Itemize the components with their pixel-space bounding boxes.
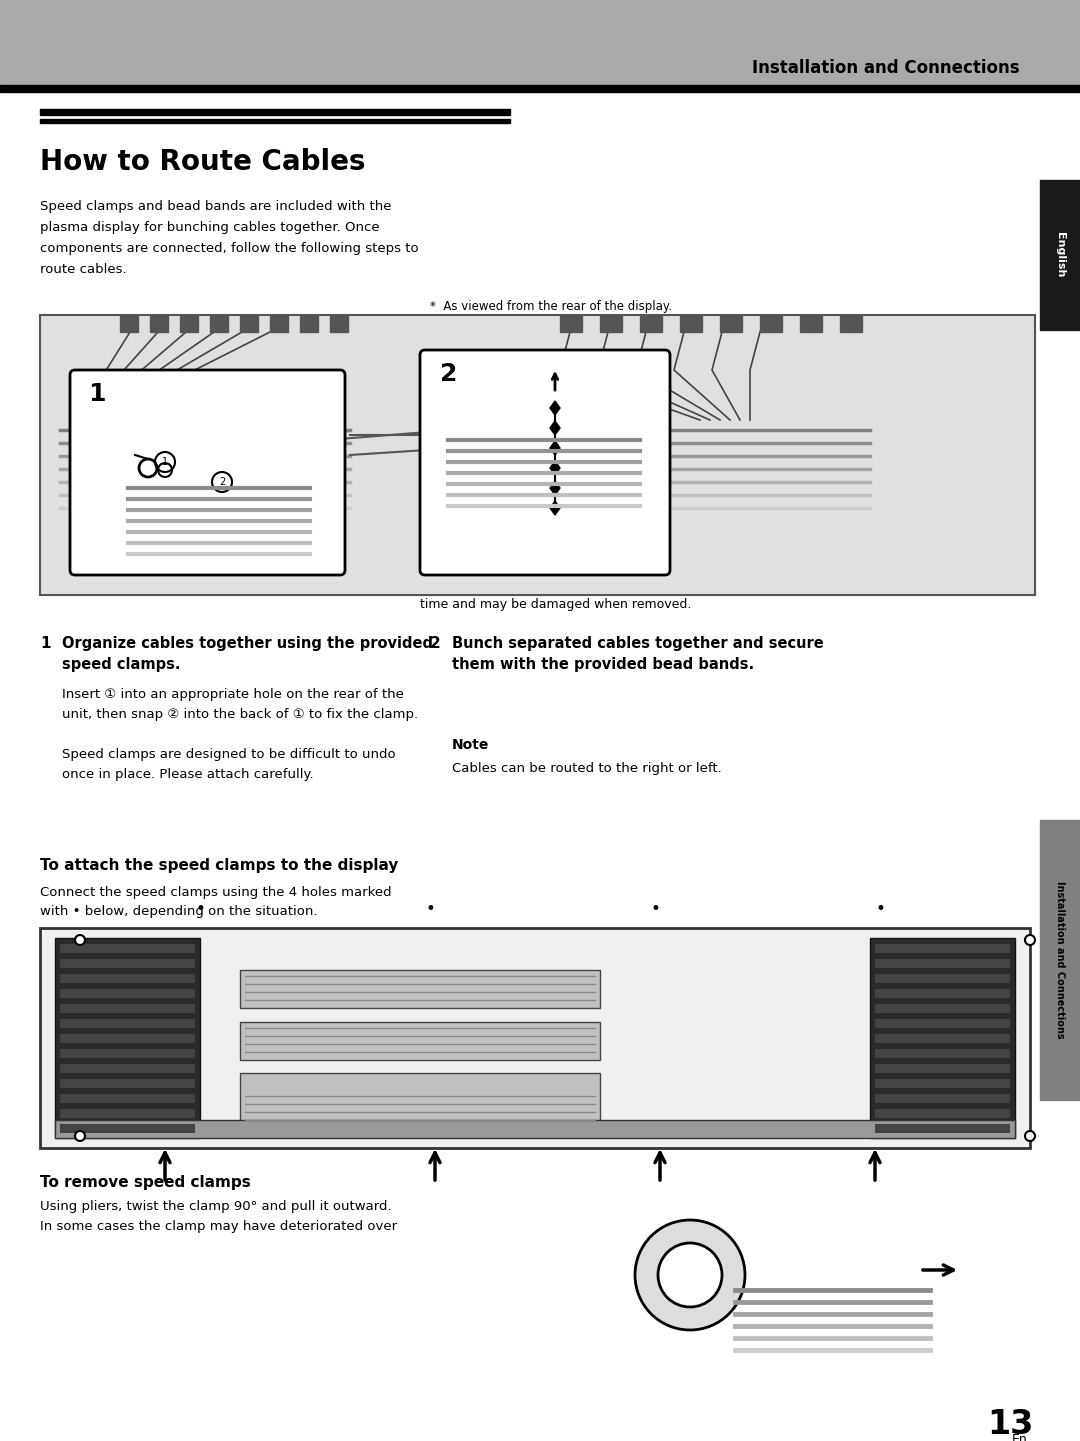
Polygon shape — [550, 461, 561, 476]
Bar — [150, 316, 168, 331]
Bar — [875, 1079, 1010, 1088]
Bar — [640, 316, 662, 331]
Circle shape — [658, 1244, 723, 1307]
Polygon shape — [550, 501, 561, 514]
Bar — [875, 1004, 1010, 1013]
Bar — [40, 316, 1035, 595]
Bar — [870, 938, 1015, 1138]
Text: Cables can be routed to the right or left.: Cables can be routed to the right or lef… — [453, 762, 721, 775]
Text: Installation and Connections: Installation and Connections — [753, 59, 1020, 76]
Bar — [720, 316, 742, 331]
Circle shape — [1025, 1131, 1035, 1141]
Bar — [60, 944, 195, 953]
Bar — [60, 1110, 195, 1118]
Text: •: • — [650, 901, 660, 918]
Bar — [270, 316, 288, 331]
Text: 2: 2 — [430, 635, 441, 651]
Bar — [40, 120, 510, 122]
Polygon shape — [550, 481, 561, 496]
Bar — [0, 85, 1080, 92]
Text: Speed clamps and bead bands are included with the
plasma display for bunching ca: Speed clamps and bead bands are included… — [40, 200, 419, 277]
Bar — [875, 1019, 1010, 1027]
Bar — [600, 316, 622, 331]
Bar — [240, 970, 600, 1009]
Text: To remove speed clamps: To remove speed clamps — [40, 1174, 251, 1190]
Bar — [60, 974, 195, 983]
Bar — [60, 1035, 195, 1043]
Text: •: • — [195, 901, 205, 918]
Text: 2: 2 — [219, 477, 225, 487]
FancyBboxPatch shape — [420, 350, 670, 575]
Bar — [875, 1124, 1010, 1133]
Bar — [60, 1094, 195, 1102]
Bar — [60, 1004, 195, 1013]
Bar — [1040, 180, 1080, 330]
Text: 1: 1 — [40, 635, 51, 651]
Bar — [180, 316, 198, 331]
Bar — [240, 1074, 600, 1128]
Bar — [40, 110, 510, 115]
FancyBboxPatch shape — [70, 370, 345, 575]
Bar — [875, 974, 1010, 983]
Bar — [875, 1035, 1010, 1043]
Text: Insert ① into an appropriate hole on the rear of the
unit, then snap ② into the : Insert ① into an appropriate hole on the… — [62, 687, 418, 781]
Bar — [330, 316, 348, 331]
Polygon shape — [550, 441, 561, 455]
Bar — [55, 938, 200, 1138]
Text: time and may be damaged when removed.: time and may be damaged when removed. — [420, 598, 691, 611]
Bar — [875, 989, 1010, 999]
Text: To attach the speed clamps to the display: To attach the speed clamps to the displa… — [40, 857, 399, 873]
Text: Using pliers, twist the clamp 90° and pull it outward.
In some cases the clamp m: Using pliers, twist the clamp 90° and pu… — [40, 1200, 397, 1233]
Text: •: • — [875, 901, 885, 918]
Text: Installation and Connections: Installation and Connections — [1055, 882, 1065, 1039]
Text: 13: 13 — [987, 1408, 1034, 1441]
Bar — [0, 0, 1080, 85]
Circle shape — [75, 935, 85, 945]
Bar — [60, 989, 195, 999]
Bar — [40, 316, 1035, 595]
Bar — [60, 1124, 195, 1133]
Bar — [120, 316, 138, 331]
Circle shape — [1025, 935, 1035, 945]
Text: Bunch separated cables together and secure
them with the provided bead bands.: Bunch separated cables together and secu… — [453, 635, 824, 672]
Bar — [760, 316, 782, 331]
Bar — [875, 960, 1010, 968]
Bar — [240, 316, 258, 331]
Bar — [875, 944, 1010, 953]
Text: Connect the speed clamps using the 4 holes marked
with • below, depending on the: Connect the speed clamps using the 4 hol… — [40, 886, 392, 918]
Text: 1: 1 — [162, 457, 168, 467]
Bar — [60, 1019, 195, 1027]
Bar — [60, 1049, 195, 1058]
Bar — [60, 960, 195, 968]
Polygon shape — [550, 401, 561, 415]
Bar — [60, 1079, 195, 1088]
Text: Note: Note — [453, 738, 489, 752]
Bar — [875, 1094, 1010, 1102]
Bar — [40, 928, 1030, 1148]
Circle shape — [635, 1221, 745, 1330]
Text: 2: 2 — [440, 362, 457, 386]
Text: En: En — [1012, 1432, 1028, 1441]
Bar — [561, 316, 582, 331]
Text: How to Route Cables: How to Route Cables — [40, 148, 365, 176]
Bar — [875, 1110, 1010, 1118]
Text: •: • — [426, 901, 435, 918]
Bar — [210, 316, 228, 331]
Bar — [800, 316, 822, 331]
Bar — [300, 316, 318, 331]
Bar — [1040, 820, 1080, 1099]
Bar — [680, 316, 702, 331]
Bar — [240, 1022, 600, 1061]
Circle shape — [75, 1131, 85, 1141]
Text: 1: 1 — [87, 382, 106, 406]
Text: *  As viewed from the rear of the display.: * As viewed from the rear of the display… — [430, 300, 672, 313]
Polygon shape — [550, 421, 561, 435]
Bar — [875, 1049, 1010, 1058]
Bar — [840, 316, 862, 331]
Bar — [55, 1120, 1015, 1138]
Bar — [60, 1063, 195, 1074]
Bar — [875, 1063, 1010, 1074]
Text: Organize cables together using the provided
speed clamps.: Organize cables together using the provi… — [62, 635, 433, 672]
Text: English: English — [1055, 232, 1065, 278]
